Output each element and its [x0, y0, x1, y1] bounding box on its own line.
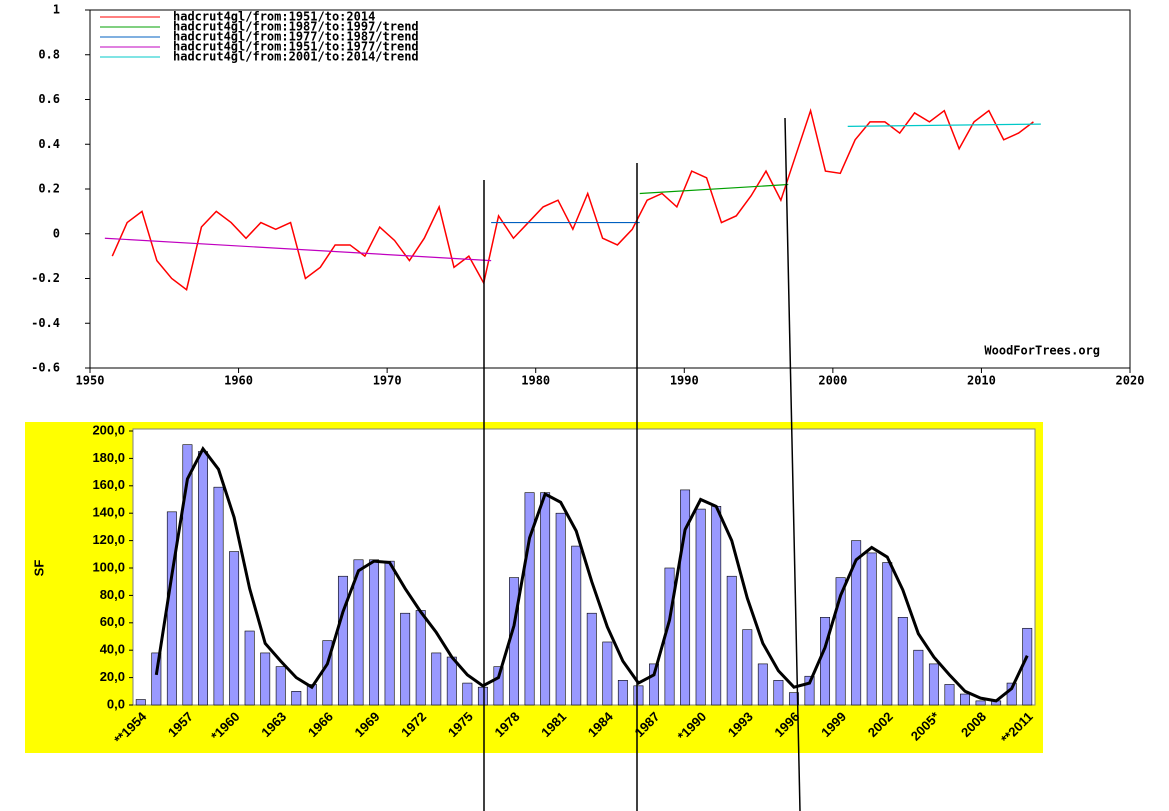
y-tick-label: 100,0 — [92, 559, 125, 574]
x-tick-label: 1980 — [521, 374, 550, 388]
bar — [602, 641, 613, 706]
bar — [260, 652, 271, 706]
bar — [742, 629, 753, 706]
x-tick-label: 1990 — [670, 374, 699, 388]
bar — [617, 680, 628, 706]
bar — [851, 540, 862, 706]
bar — [275, 666, 286, 706]
bar — [369, 559, 380, 706]
y-tick-label: -0.2 — [31, 271, 60, 285]
bar — [540, 492, 551, 706]
y-axis-label: SF — [31, 560, 46, 577]
x-tick-label: 1960 — [224, 374, 253, 388]
bar — [804, 675, 815, 706]
bar — [135, 699, 146, 706]
bar — [166, 511, 177, 706]
y-tick-label: 0.6 — [38, 92, 60, 106]
bar — [291, 690, 302, 706]
bar — [975, 700, 986, 706]
bar — [960, 693, 970, 706]
bar — [306, 684, 317, 706]
series-line — [104, 237, 492, 262]
smoothed-line — [154, 446, 1029, 703]
y-tick-label: 0.8 — [38, 47, 60, 61]
bar — [944, 684, 955, 706]
y-tick-label: 140,0 — [92, 505, 125, 520]
y-tick-label: 180,0 — [92, 450, 125, 465]
y-tick-label: 0,0 — [107, 696, 125, 711]
bar — [477, 686, 488, 706]
bar — [711, 506, 722, 706]
bar — [182, 444, 193, 706]
legend-label: hadcrut4gl/from:1951/to:2014 — [173, 10, 375, 24]
bar — [198, 451, 208, 706]
y-tick-label: 160,0 — [92, 477, 125, 492]
bar — [524, 492, 535, 706]
bar — [493, 666, 504, 706]
y-tick-label: 0.2 — [38, 182, 60, 196]
y-tick-label: 60,0 — [100, 614, 125, 629]
bar — [680, 489, 691, 706]
bar — [835, 577, 846, 706]
y-tick-label: 200,0 — [92, 422, 125, 437]
plots: -0.6 -0.4 -0.2 0 0.2 0.4 0.6 0.8 1 1950 1960 1970 19… — [25, 3, 1145, 753]
bar — [213, 486, 224, 706]
bar — [244, 630, 255, 706]
bar — [151, 652, 162, 706]
legend-label: hadcrut4gl/from:1977/to:1987/trend — [173, 30, 419, 44]
y-tick-label: 20,0 — [100, 669, 125, 684]
legend-label: hadcrut4gl/from:1987/to:1997/trend — [173, 20, 419, 34]
y-tick-label: 0 — [53, 226, 60, 240]
bar — [788, 692, 799, 706]
overlay-lines — [483, 117, 801, 811]
x-tick-label: 2010 — [967, 374, 996, 388]
series-line — [111, 107, 1034, 291]
bar — [633, 685, 644, 706]
bar — [928, 663, 939, 706]
y-tick-label: 0.4 — [38, 137, 60, 151]
plot-frame — [89, 9, 1131, 369]
legend-label: hadcrut4gl/from:1951/to:1977/trend — [173, 40, 419, 54]
y-tick-label: 1 — [53, 3, 60, 17]
bar — [446, 656, 457, 706]
bar — [462, 682, 473, 706]
bar — [866, 552, 877, 706]
divider-line — [784, 117, 801, 811]
bar — [695, 508, 706, 706]
annotation: WoodForTrees.org — [984, 344, 1100, 358]
bar — [586, 612, 597, 706]
series-line — [639, 183, 789, 195]
y-tick-label: 120,0 — [92, 532, 125, 547]
x-tick-label: 1950 — [76, 374, 105, 388]
bar — [882, 562, 893, 706]
y-tick-label: 80,0 — [100, 587, 125, 602]
bar — [726, 575, 737, 706]
bar — [820, 617, 831, 706]
bar — [400, 612, 411, 706]
bar — [649, 663, 659, 706]
bar — [384, 560, 395, 706]
bar — [757, 663, 768, 706]
x-tick-label: 2000 — [818, 374, 847, 388]
legend-label: hadcrut4gl/from:2001/to:2014/trend — [173, 50, 419, 64]
bar — [353, 559, 364, 706]
x-tick-label: 1970 — [373, 374, 402, 388]
bar — [555, 512, 566, 706]
bar — [229, 551, 240, 706]
bar — [415, 610, 426, 706]
y-tick-label: -0.4 — [31, 316, 60, 330]
bar — [431, 652, 442, 706]
series-line — [847, 123, 1041, 127]
bar — [1022, 627, 1033, 706]
x-tick-label: 2020 — [1116, 374, 1145, 388]
bar — [337, 575, 348, 706]
bar — [773, 680, 784, 706]
y-tick-label: -0.6 — [31, 361, 60, 375]
bar — [897, 617, 908, 706]
y-tick-label: 40,0 — [100, 642, 125, 657]
bar — [571, 545, 582, 706]
bar — [913, 649, 924, 706]
